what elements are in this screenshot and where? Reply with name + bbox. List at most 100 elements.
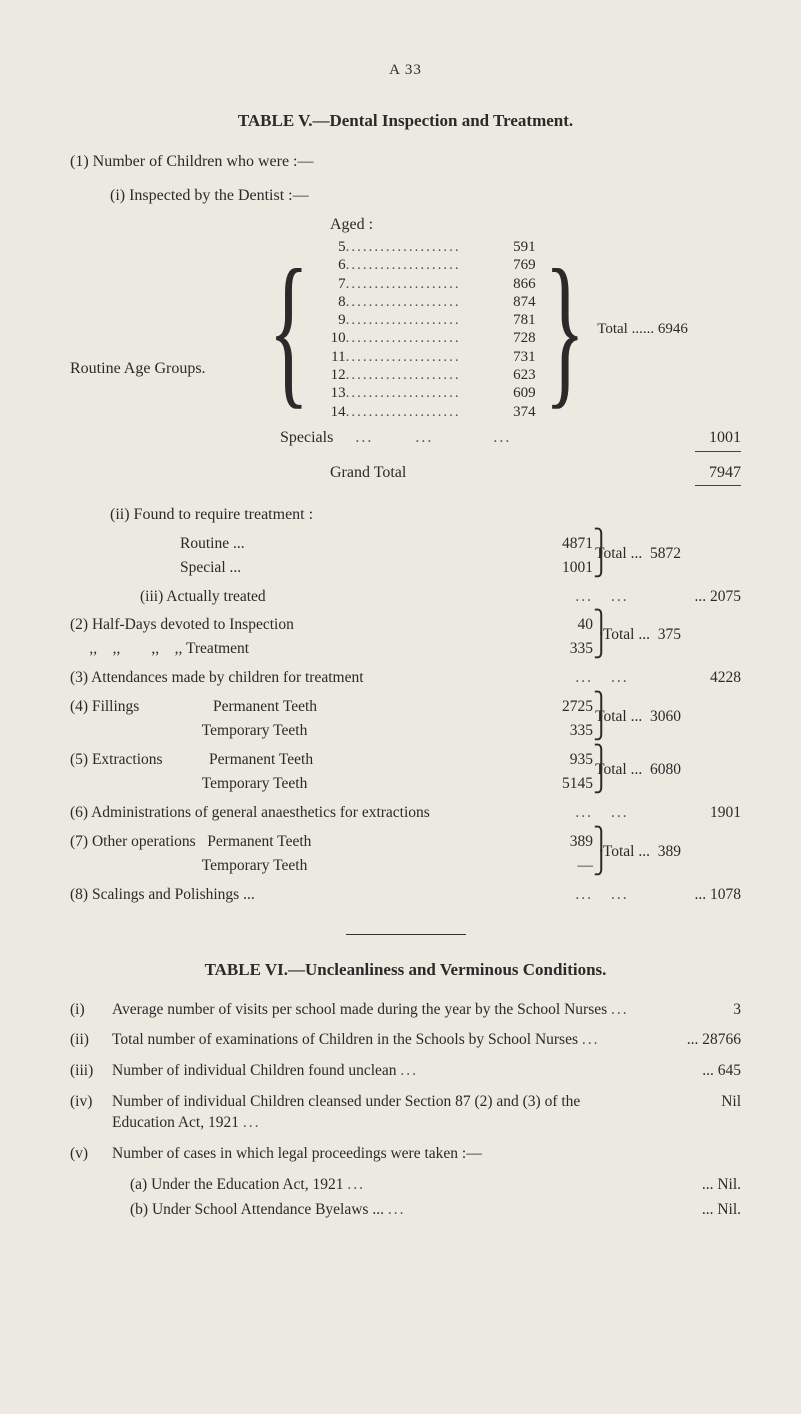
item7-total-label: Total ... xyxy=(603,843,650,860)
item7-row1-value: — xyxy=(523,856,593,877)
list-item: (i)Average number of visits per school m… xyxy=(70,1000,741,1021)
item8-value: ... 1078 xyxy=(681,885,741,906)
item5-total-label: Total ... xyxy=(595,761,642,778)
dots-icon: .................... xyxy=(346,366,486,384)
roman-number: (iii) xyxy=(70,1061,112,1082)
list-item: (ii)Total number of examinations of Chil… xyxy=(70,1030,741,1051)
age-total-value: 6946 xyxy=(658,321,688,337)
item5-row1-label: Temporary Teeth xyxy=(70,774,523,795)
age-number: 5 xyxy=(318,238,346,256)
item7-row1-label: Temporary Teeth xyxy=(70,856,523,877)
item4-total-value: 3060 xyxy=(650,708,681,725)
age-row: 9....................781 xyxy=(318,311,536,329)
age-value: 731 xyxy=(486,348,536,366)
sub-item-text: (b) Under School Attendance Byelaws ... … xyxy=(130,1200,681,1221)
ii-pair: Routine ... 4871 ⎫ Special ... 1001 ⎭ To… xyxy=(70,534,741,579)
age-value: 374 xyxy=(486,403,536,421)
age-row: 11....................731 xyxy=(318,348,536,366)
ii-total-value: 5872 xyxy=(650,545,681,562)
item3-value: 4228 xyxy=(681,668,741,689)
table6-title: TABLE VI.—Uncleanliness and Verminous Co… xyxy=(70,959,741,982)
item4-row1-value: 335 xyxy=(523,721,593,742)
sub-item: (a) Under the Education Act, 1921 ......… xyxy=(130,1175,741,1196)
age-value: 781 xyxy=(486,311,536,329)
item2-pair: (2) Half-Days devoted to Inspection 40 ⎫… xyxy=(70,615,741,660)
item-text: Number of cases in which legal proceedin… xyxy=(112,1144,661,1165)
item-text: Average number of visits per school made… xyxy=(112,1000,661,1021)
item7-row0-value: 389 xyxy=(523,832,593,853)
iii-value: ... 2075 xyxy=(681,587,741,608)
table6-list: (i)Average number of visits per school m… xyxy=(70,1000,741,1166)
age-number: 11 xyxy=(318,348,346,366)
item-value: 3 xyxy=(661,1000,741,1021)
divider-icon xyxy=(346,934,466,935)
age-value: 591 xyxy=(486,238,536,256)
list-item: (v)Number of cases in which legal procee… xyxy=(70,1144,741,1165)
special-row-value: 1001 xyxy=(523,558,593,579)
age-total-label: Total ...... 6946 xyxy=(597,319,688,339)
grand-total-value: 7947 xyxy=(709,462,741,484)
item4-row0-value: 2725 xyxy=(523,697,593,718)
age-row: 12....................623 xyxy=(318,366,536,384)
routine-row-value: 4871 xyxy=(523,534,593,555)
item2-total-label: Total ... xyxy=(603,626,650,643)
page-number: A 33 xyxy=(70,60,741,80)
grand-total-label: Grand Total xyxy=(330,462,406,484)
dots-icon: .................... xyxy=(346,348,486,366)
age-number: 9 xyxy=(318,311,346,329)
item5-pair: (5) Extractions Permanent Teeth 935 ⎫ Te… xyxy=(70,750,741,795)
age-group-block: Routine Age Groups. { 5.................… xyxy=(70,238,741,421)
item7-total-value: 389 xyxy=(658,843,681,860)
item2-row0-label: (2) Half-Days devoted to Inspection xyxy=(70,615,523,636)
sub-item: (b) Under School Attendance Byelaws ... … xyxy=(130,1200,741,1221)
item4-total-label: Total ... xyxy=(595,708,642,725)
list-item: (iii)Number of individual Children found… xyxy=(70,1061,741,1082)
item7-row0-label: (7) Other operations Permanent Teeth xyxy=(70,832,523,853)
specials-value: 1001 xyxy=(709,427,741,449)
age-lines: 5....................5916...............… xyxy=(318,238,536,421)
grand-total-row: Grand Total 7947 xyxy=(70,462,741,484)
age-value: 769 xyxy=(486,256,536,274)
specials-label: Specials xyxy=(280,429,333,446)
age-number: 13 xyxy=(318,384,346,402)
item-value: ... 28766 xyxy=(661,1030,741,1051)
item2-row0-value: 40 xyxy=(523,615,593,636)
age-value: 874 xyxy=(486,293,536,311)
rule-icon xyxy=(695,451,741,452)
routine-row-label: Routine ... xyxy=(70,534,523,555)
ii-label: (ii) Found to require treatment : xyxy=(110,504,741,526)
age-row: 5....................591 xyxy=(318,238,536,256)
item5-row0-value: 935 xyxy=(523,750,593,771)
item6-label: (6) Administrations of general anaesthet… xyxy=(70,803,523,824)
specials-row: Specials ... ... ... 1001 xyxy=(70,427,741,449)
special-row-label: Special ... xyxy=(70,558,523,579)
age-row: 13....................609 xyxy=(318,384,536,402)
i-label: (i) Inspected by the Dentist :— xyxy=(110,185,741,207)
age-row: 6....................769 xyxy=(318,256,536,274)
age-value: 728 xyxy=(486,329,536,347)
item7-pair: (7) Other operations Permanent Teeth 389… xyxy=(70,832,741,877)
item4-pair: (4) Fillings Permanent Teeth 2725 ⎫ Temp… xyxy=(70,697,741,742)
table5-title: TABLE V.—Dental Inspection and Treatment… xyxy=(70,110,741,133)
list-item: (iv)Number of individual Children cleans… xyxy=(70,1092,741,1134)
roman-number: (ii) xyxy=(70,1030,112,1051)
item2-row1-value: 335 xyxy=(523,639,593,660)
item8-label: (8) Scalings and Polishings ... xyxy=(70,885,523,906)
roman-number: (i) xyxy=(70,1000,112,1021)
roman-number: (v) xyxy=(70,1144,112,1165)
item6-value: 1901 xyxy=(681,803,741,824)
table6-sublist: (a) Under the Education Act, 1921 ......… xyxy=(130,1175,741,1221)
age-row: 8....................874 xyxy=(318,293,536,311)
rule-icon xyxy=(695,485,741,486)
age-row: 10....................728 xyxy=(318,329,536,347)
dots-icon: .................... xyxy=(346,275,486,293)
dots-icon: .................... xyxy=(346,384,486,402)
age-number: 14 xyxy=(318,403,346,421)
ellipsis-icon: ... xyxy=(523,587,593,608)
age-number: 12 xyxy=(318,366,346,384)
age-value: 866 xyxy=(486,275,536,293)
aged-label: Aged : xyxy=(330,214,741,236)
item1-label: (1) Number of Children who were :— xyxy=(70,151,741,173)
item-value: Nil xyxy=(661,1092,741,1113)
sub-item-value: ... Nil. xyxy=(681,1200,741,1221)
